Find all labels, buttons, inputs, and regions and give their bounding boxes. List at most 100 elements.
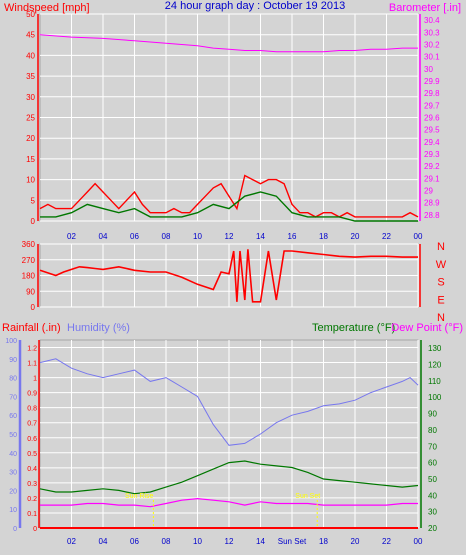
time-tick-label: 06 [130, 232, 139, 241]
time-tick-label: 10 [193, 232, 202, 241]
time-tick-label-bottom: 04 [99, 537, 108, 546]
humidity-tick-label: 10 [9, 507, 17, 514]
barometer-tick-label: 29.4 [424, 138, 440, 147]
rain-tick-label: 1.1 [27, 361, 37, 368]
temperature-tick-label: 80 [428, 426, 437, 435]
temperature-line [39, 460, 419, 495]
time-tick-label-bottom: 22 [382, 537, 391, 546]
time-tick-label: 08 [162, 232, 171, 241]
time-tick-label: 12 [225, 232, 234, 241]
rainfall-axis-title: Rainfall (.in) [2, 322, 61, 334]
temperature-tick-label: 130 [428, 344, 442, 353]
barometer-tick-label: 30.2 [424, 40, 440, 49]
chart-title: 24 hour graph day : October 19 2013 [165, 0, 345, 12]
humidity-tick-label: 30 [9, 470, 17, 477]
time-tick-label-bottom: 00 [414, 537, 423, 546]
time-tick-label: 16 [288, 232, 297, 241]
rain-tick-label: 0.2 [27, 496, 37, 503]
temperature-tick-label: 120 [428, 361, 442, 370]
humidity-tick-label: 80 [9, 376, 17, 383]
barometer-tick-label: 29.5 [424, 126, 440, 135]
sunset-label: Sun Set [295, 493, 320, 500]
wind-tick-label: 15 [26, 155, 35, 164]
barometer-tick-label: 29.2 [424, 162, 440, 171]
barometer-axis-title: Barometer [.in] [389, 2, 461, 14]
time-tick-label: 20 [351, 232, 360, 241]
wind-tick-label: 0 [31, 217, 36, 226]
humidity-tick-label: 90 [9, 357, 17, 364]
humidity-tick-label: 100 [5, 338, 17, 345]
time-tick-label-bottom: 08 [162, 537, 171, 546]
temperature-tick-label: 90 [428, 410, 437, 419]
humidity-line [39, 358, 419, 446]
wind-direction-line [39, 249, 418, 303]
temperature-axis-title: Temperature (°F) [312, 322, 395, 334]
barometer-tick-label: 30.1 [424, 53, 440, 62]
rain-tick-label: 0.8 [27, 406, 37, 413]
barometer-tick-label: 28.8 [424, 211, 440, 220]
humidity-tick-label: 60 [9, 413, 17, 420]
time-tick-label-bottom: 14 [256, 537, 265, 546]
time-tick-label: 22 [382, 232, 391, 241]
direction-tick-label: 180 [22, 272, 36, 281]
humidity-tick-label: 50 [9, 432, 17, 439]
barometer-tick-label: 29 [424, 187, 433, 196]
direction-tick-label: 360 [22, 240, 36, 249]
barometer-tick-label: 29.8 [424, 89, 440, 98]
rain-tick-label: 0.9 [27, 391, 37, 398]
time-tick-label: 00 [414, 232, 423, 241]
barometer-tick-label: 30.3 [424, 28, 440, 37]
wind-tick-label: 10 [26, 176, 35, 185]
time-tick-label: 04 [99, 232, 108, 241]
time-tick-label: 14 [256, 232, 265, 241]
rain-tick-label: 0.6 [27, 436, 37, 443]
temperature-tick-label: 110 [428, 377, 441, 386]
rain-tick-label: 1 [33, 376, 37, 383]
sunrise-label: Sun Rise [125, 493, 154, 500]
barometer-tick-label: 29.1 [424, 174, 440, 183]
barometer-tick-label: 28.9 [424, 199, 440, 208]
barometer-tick-label: 29.9 [424, 77, 440, 86]
dewpoint-line [40, 497, 418, 508]
barometer-tick-label: 30.4 [424, 16, 440, 25]
compass-label: N [437, 312, 445, 324]
wind-tick-label: 30 [26, 93, 35, 102]
temperature-tick-label: 70 [428, 442, 437, 451]
barometer-tick-label: 29.6 [424, 114, 440, 123]
humidity-tick-label: 0 [13, 526, 17, 533]
compass-label: W [436, 259, 447, 271]
wind-tick-label: 25 [26, 114, 35, 123]
barometer-tick-label: 30 [424, 65, 433, 74]
wind-tick-label: 35 [26, 72, 35, 81]
rain-tick-label: 0 [33, 526, 37, 533]
time-tick-label-bottom: Sun Set [278, 537, 307, 546]
temperature-tick-label: 100 [428, 393, 442, 402]
temperature-tick-label: 60 [428, 459, 437, 468]
humidity-tick-label: 40 [9, 451, 17, 458]
time-tick-label-bottom: 20 [351, 537, 360, 546]
time-tick-label: 18 [319, 232, 328, 241]
time-tick-label-bottom: 18 [319, 537, 328, 546]
wind-tick-label: 5 [31, 196, 36, 205]
rain-tick-label: 0.4 [27, 466, 37, 473]
compass-label: E [437, 294, 444, 306]
barometer-line [39, 34, 418, 53]
rain-tick-label: 0.5 [27, 451, 37, 458]
temperature-tick-label: 20 [428, 524, 437, 533]
windspeed-line [39, 174, 419, 218]
wind-tick-label: 40 [26, 51, 35, 60]
humidity-tick-label: 20 [9, 488, 17, 495]
compass-label: S [437, 277, 444, 289]
time-tick-label: 02 [67, 232, 76, 241]
direction-tick-label: 0 [31, 303, 36, 312]
rain-tick-label: 0.1 [27, 511, 37, 518]
direction-tick-label: 270 [22, 256, 36, 265]
time-tick-label-bottom: 10 [193, 537, 202, 546]
wind-tick-label: 50 [26, 10, 35, 19]
temperature-tick-label: 50 [428, 475, 437, 484]
wind-average-line [40, 191, 418, 222]
direction-tick-label: 90 [26, 287, 35, 296]
barometer-tick-label: 29.7 [424, 101, 440, 110]
wind-tick-label: 20 [26, 134, 35, 143]
